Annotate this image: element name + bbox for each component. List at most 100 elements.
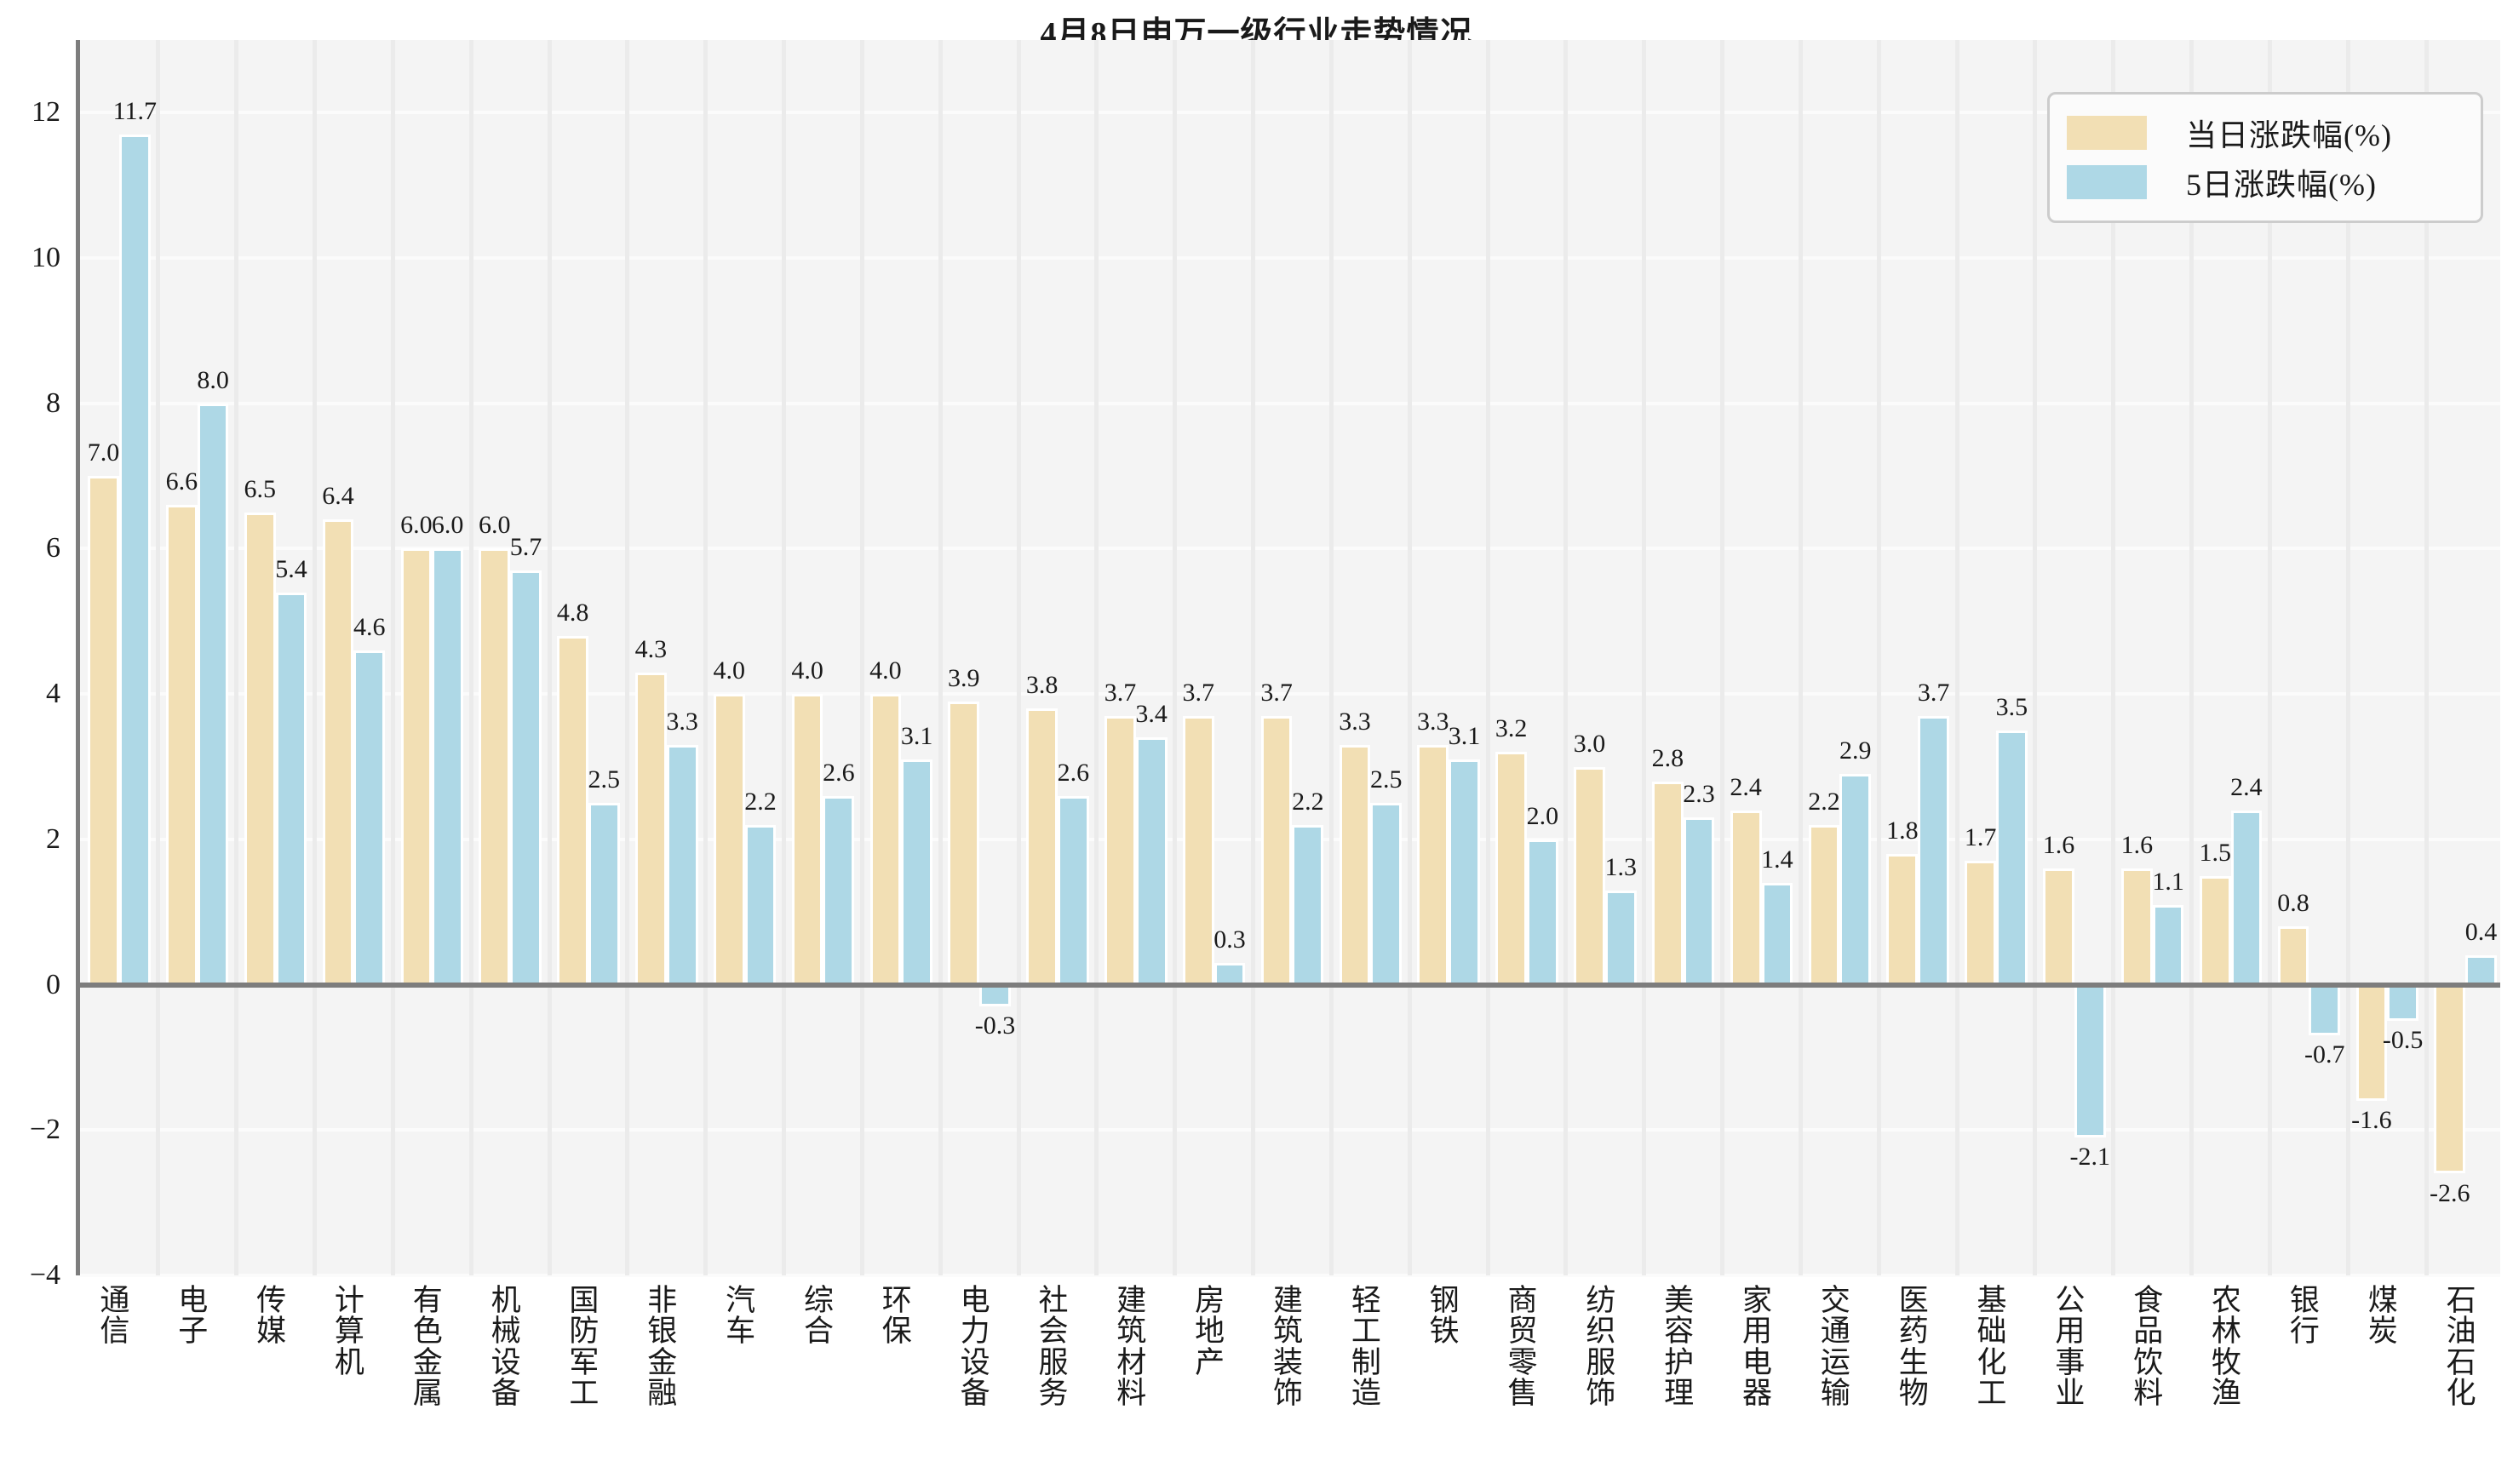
bar[interactable]: [901, 759, 933, 985]
bar[interactable]: [1339, 744, 1371, 985]
bar[interactable]: [2199, 875, 2231, 985]
bar[interactable]: [823, 795, 855, 985]
bar[interactable]: [1417, 744, 1449, 985]
bar-group[interactable]: 2.2 2.9: [1808, 40, 1872, 1275]
bar-group[interactable]: 3.7 3.4: [1104, 40, 1168, 1275]
bar[interactable]: [1026, 708, 1058, 985]
bar[interactable]: [666, 744, 698, 985]
bar[interactable]: [2230, 810, 2263, 985]
bar[interactable]: [1761, 883, 1793, 985]
bar-group[interactable]: 4.0 2.6: [791, 40, 855, 1275]
bar-group[interactable]: 7.0 11.7: [88, 40, 157, 1275]
bar[interactable]: [166, 505, 198, 985]
bar-group[interactable]: 1.5 2.4: [2199, 40, 2263, 1275]
bar[interactable]: [744, 824, 777, 985]
bar[interactable]: [2043, 868, 2074, 985]
bar[interactable]: [2355, 984, 2388, 1102]
bar[interactable]: [1808, 824, 1840, 985]
bar[interactable]: [479, 548, 511, 985]
bar[interactable]: [275, 592, 307, 985]
bar[interactable]: [88, 476, 119, 985]
x-axis-tick-label: 非银金融: [647, 1284, 678, 1411]
bar[interactable]: [1495, 752, 1527, 985]
bar[interactable]: [1370, 803, 1403, 985]
bar[interactable]: [1918, 715, 1949, 985]
bar-group[interactable]: 1.7 3.5: [1965, 40, 2028, 1275]
bar-group[interactable]: 3.3 3.1: [1417, 40, 1480, 1275]
bar-group[interactable]: 2.4 1.4: [1730, 40, 1793, 1275]
bar[interactable]: [510, 570, 542, 985]
bar[interactable]: [1651, 781, 1684, 985]
bar[interactable]: [791, 694, 823, 985]
bar[interactable]: [322, 519, 354, 985]
bar-group[interactable]: 3.9 -0.3: [948, 40, 1015, 1275]
bar-group[interactable]: 3.2 2.0: [1495, 40, 1558, 1275]
bar[interactable]: [118, 134, 151, 985]
bar-group[interactable]: 4.0 3.1: [869, 40, 933, 1275]
bar[interactable]: [588, 803, 620, 985]
bar[interactable]: [2387, 984, 2418, 1022]
bar-group[interactable]: -2.6 0.4: [2430, 40, 2497, 1275]
bar[interactable]: [1574, 766, 1605, 985]
bar[interactable]: [2465, 955, 2497, 985]
bar[interactable]: [400, 548, 433, 985]
bar-group[interactable]: 6.4 4.6: [322, 40, 386, 1275]
bar[interactable]: [1449, 759, 1480, 985]
bar[interactable]: [1886, 853, 1919, 985]
bar[interactable]: [2074, 984, 2106, 1137]
gridline-vertical: [859, 40, 864, 1275]
bar-group[interactable]: -1.6 -0.5: [2351, 40, 2423, 1275]
bar[interactable]: [2309, 984, 2341, 1036]
bar[interactable]: [979, 984, 1011, 1007]
bar[interactable]: [869, 694, 902, 985]
bar[interactable]: [1839, 774, 1872, 985]
bar-group[interactable]: 6.0 6.0: [400, 40, 463, 1275]
bar[interactable]: [1057, 795, 1089, 985]
bar[interactable]: [244, 512, 276, 985]
bar-group[interactable]: 3.8 2.6: [1026, 40, 1089, 1275]
bar[interactable]: [2120, 868, 2153, 985]
bar[interactable]: [432, 548, 463, 985]
bar[interactable]: [1965, 861, 1997, 985]
bar[interactable]: [1182, 715, 1214, 985]
bar-value-label: 6.4: [322, 482, 354, 511]
gridline-vertical: [703, 40, 709, 1275]
bar[interactable]: [2152, 904, 2184, 985]
bar[interactable]: [1730, 810, 1762, 985]
legend-item-five-day[interactable]: 5日涨跌幅(%): [2067, 158, 2464, 207]
bar[interactable]: [2277, 926, 2309, 985]
bar[interactable]: [1104, 715, 1136, 985]
bar-group[interactable]: 4.0 2.2: [713, 40, 777, 1275]
bar[interactable]: [197, 403, 229, 985]
bar-group[interactable]: 6.0 5.7: [479, 40, 542, 1275]
bar-group[interactable]: 6.6 8.0: [166, 40, 229, 1275]
bar-group[interactable]: 1.6 1.1: [2120, 40, 2184, 1275]
bar[interactable]: [1527, 839, 1558, 985]
bar[interactable]: [353, 650, 386, 985]
bar[interactable]: [713, 694, 745, 985]
bar-group[interactable]: 3.7 0.3: [1182, 40, 1246, 1275]
bar[interactable]: [1135, 737, 1168, 985]
bar-group[interactable]: 4.8 2.5: [557, 40, 620, 1275]
bar[interactable]: [1292, 824, 1324, 985]
bar-group[interactable]: 3.7 2.2: [1260, 40, 1324, 1275]
bar-group[interactable]: 0.8 -0.7: [2277, 40, 2344, 1275]
bar-group[interactable]: 4.3 3.3: [635, 40, 698, 1275]
bar-group[interactable]: 3.3 2.5: [1339, 40, 1403, 1275]
chart-legend[interactable]: 当日涨跌幅(%) 5日涨跌幅(%): [2047, 92, 2483, 223]
bar-group[interactable]: 3.0 1.3: [1574, 40, 1637, 1275]
bar-group[interactable]: 1.8 3.7: [1886, 40, 1949, 1275]
bar[interactable]: [1996, 730, 2028, 985]
bar[interactable]: [948, 701, 980, 985]
bar[interactable]: [2434, 984, 2466, 1174]
bar[interactable]: [1604, 890, 1637, 985]
bar-group[interactable]: 2.8 2.3: [1651, 40, 1715, 1275]
bar[interactable]: [1683, 817, 1715, 985]
bar[interactable]: [1260, 715, 1293, 985]
bar-group[interactable]: 6.5 5.4: [244, 40, 307, 1275]
bar-group[interactable]: 1.6 -2.1: [2043, 40, 2110, 1275]
bar[interactable]: [635, 672, 667, 985]
legend-item-today[interactable]: 当日涨跌幅(%): [2067, 108, 2464, 158]
bar[interactable]: [557, 635, 588, 985]
